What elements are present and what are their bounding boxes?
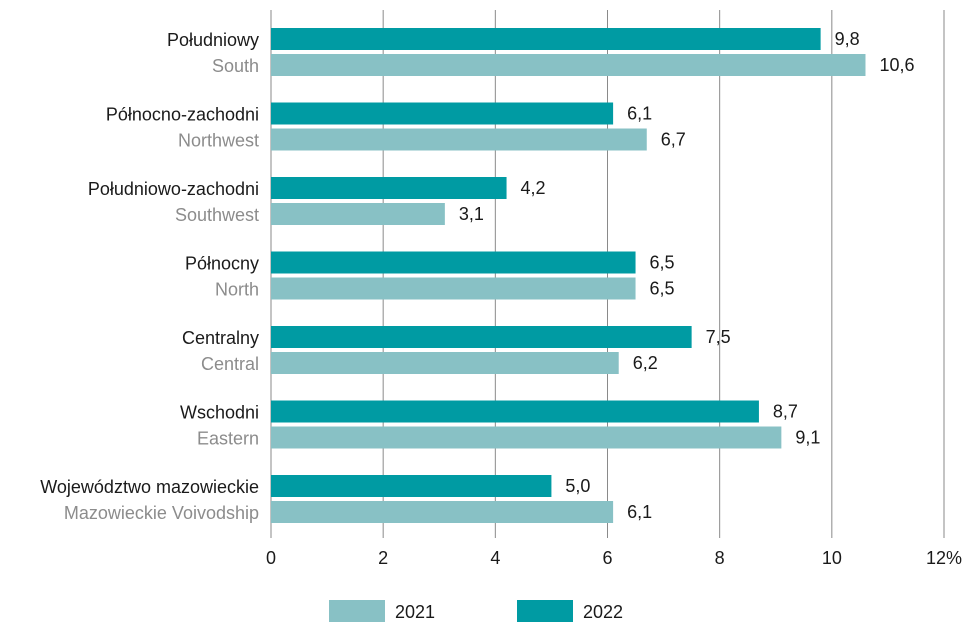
- bar-2022: [271, 326, 692, 348]
- x-tick-label: 0: [266, 548, 276, 568]
- data-label: 6,1: [627, 502, 652, 522]
- x-axis-ticks: 0 2 4 6 8 10 12%: [266, 548, 962, 568]
- legend-swatch-2022: [517, 600, 573, 622]
- data-label: 9,1: [795, 428, 820, 448]
- data-label: 6,2: [633, 353, 658, 373]
- x-tick-label: 6: [602, 548, 612, 568]
- bar-2022: [271, 252, 636, 274]
- data-label: 9,8: [835, 29, 860, 49]
- data-label: 7,5: [706, 327, 731, 347]
- data-label: 10,6: [879, 55, 914, 75]
- data-label: 5,0: [565, 476, 590, 496]
- category-label-en: South: [212, 56, 259, 76]
- x-tick-label: 10: [822, 548, 842, 568]
- bar-2022: [271, 475, 551, 497]
- data-label: 6,7: [661, 130, 686, 150]
- grid-lines: [271, 10, 944, 538]
- legend-label: 2022: [583, 602, 623, 622]
- category-label: Południowo-zachodni: [88, 179, 259, 199]
- bar-2022: [271, 177, 507, 199]
- category-label: Centralny: [182, 328, 259, 348]
- bar-2021: [271, 203, 445, 225]
- category-label-en: Eastern: [197, 429, 259, 449]
- bar-2021: [271, 427, 781, 449]
- category-label-en: Central: [201, 354, 259, 374]
- bars-group: 9,8 10,6 6,1 6,7 4,2 3,1 6,5 6,5 7,5 6,2 8,7 9,1 5,0…: [271, 28, 915, 523]
- bar-2022: [271, 103, 613, 125]
- bar-2021: [271, 278, 636, 300]
- bar-2022: [271, 28, 821, 50]
- x-tick-label: 8: [715, 548, 725, 568]
- data-label: 6,5: [650, 253, 675, 273]
- data-label: 6,1: [627, 104, 652, 124]
- bar-2021: [271, 352, 619, 374]
- category-label: Województwo mazowieckie: [40, 477, 259, 497]
- legend: 2021 2022: [329, 600, 623, 622]
- category-labels: Południowy South Północno-zachodni Northwes…: [40, 30, 259, 523]
- data-label: 4,2: [521, 178, 546, 198]
- category-label: Południowy: [167, 30, 259, 50]
- x-tick-label: 12%: [926, 548, 962, 568]
- category-label-en: Southwest: [175, 205, 259, 225]
- bar-2021: [271, 501, 613, 523]
- category-label: Północny: [185, 254, 259, 274]
- x-tick-label: 4: [490, 548, 500, 568]
- category-label-en: Northwest: [178, 131, 259, 151]
- category-label: Północno-zachodni: [106, 105, 259, 125]
- data-label: 8,7: [773, 402, 798, 422]
- legend-label: 2021: [395, 602, 435, 622]
- bar-2021: [271, 54, 865, 76]
- x-tick-label: 2: [378, 548, 388, 568]
- data-label: 3,1: [459, 204, 484, 224]
- bar-2022: [271, 401, 759, 423]
- category-label-en: Mazowieckie Voivodship: [64, 503, 259, 523]
- category-label-en: North: [215, 280, 259, 300]
- data-label: 6,5: [650, 279, 675, 299]
- bar-2021: [271, 129, 647, 151]
- category-label: Wschodni: [180, 403, 259, 423]
- legend-swatch-2021: [329, 600, 385, 622]
